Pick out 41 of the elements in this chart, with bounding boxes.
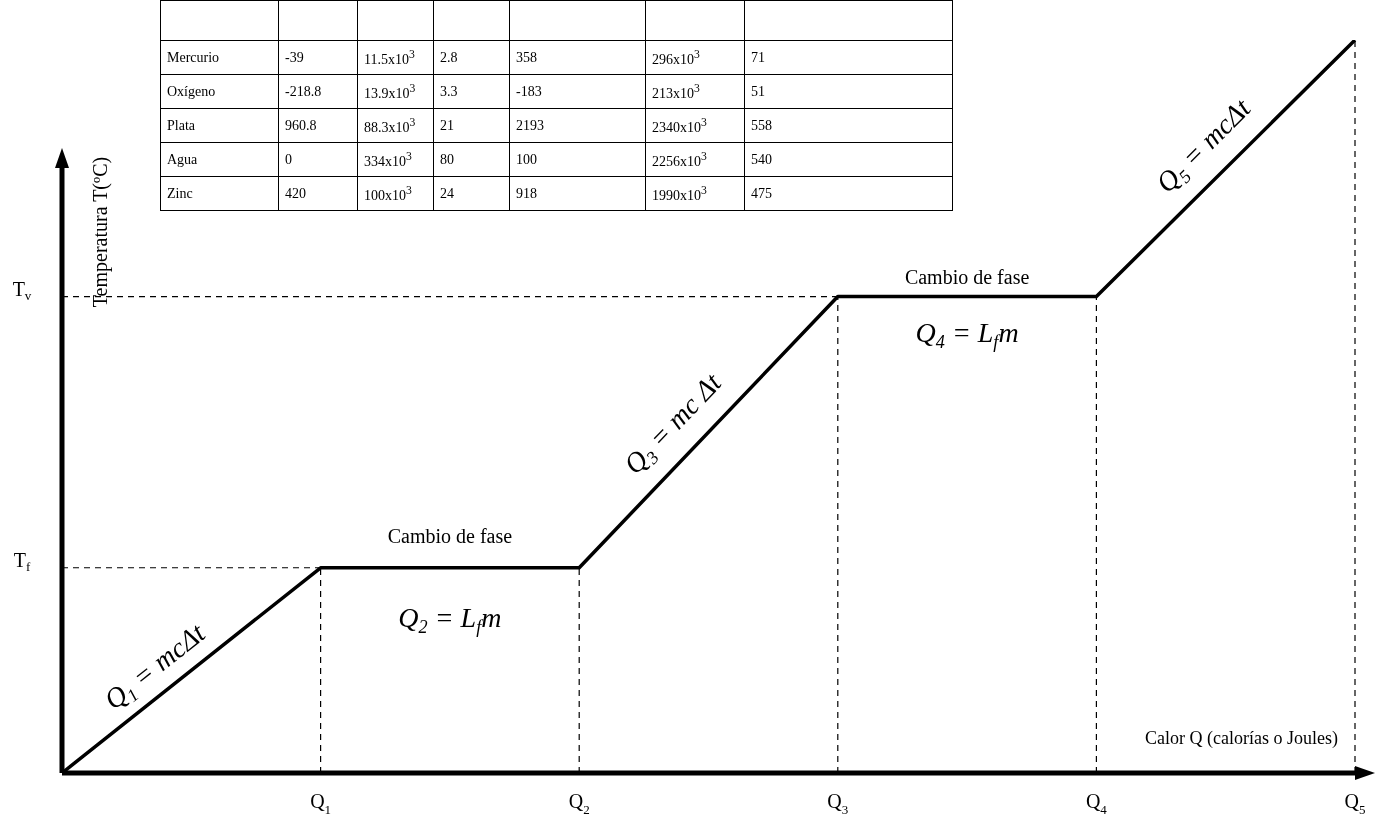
annotation: 80 — [433, 142, 510, 177]
annotation: -183 — [509, 74, 646, 109]
annotation: 420 — [278, 176, 358, 211]
annotation: 21 — [433, 108, 510, 143]
x-axis-title: Calor Q (calorías o Joules) — [1145, 728, 1338, 749]
annotation: 334x10$^{3}$ — [357, 142, 434, 177]
annotation: 3.3 — [433, 74, 510, 109]
annotation: 51 — [744, 74, 953, 109]
annotation: 13.9x10$^{3}$ — [357, 74, 434, 109]
annotation: 918 — [509, 176, 646, 211]
annotation: 71 — [744, 40, 953, 75]
annotation: 0 — [278, 142, 358, 177]
annotation: Oxígeno — [160, 74, 279, 109]
annotation: Q1 = mcΔt — [98, 616, 212, 716]
annotation: 558 — [744, 108, 953, 143]
annotation: 2340x10$^{3}$ — [645, 108, 745, 143]
annotation: Mercurio — [160, 40, 279, 75]
annotation: 296x10$^{3}$ — [645, 40, 745, 75]
annotation: -39 — [278, 40, 358, 75]
annotation: 2.8 — [433, 40, 510, 75]
annotation: Plata — [160, 108, 279, 143]
annotation: Q3 = mc Δt — [617, 366, 728, 480]
annotation: 213x10$^{3}$ — [645, 74, 745, 109]
annotation: 88.3x10$^{3}$ — [357, 108, 434, 143]
annotation: Zinc — [160, 176, 279, 211]
annotation: 2256x10$^{3}$ — [645, 142, 745, 177]
annotation: 475 — [744, 176, 953, 211]
annotation: 2193 — [509, 108, 646, 143]
annotation: 1990x10$^{3}$ — [645, 176, 745, 211]
annotation: -218.8 — [278, 74, 358, 109]
annotation: Cambio de fase — [904, 265, 1030, 288]
annotation: 100 — [509, 142, 646, 177]
annotation: Cambio de fase — [387, 525, 513, 548]
annotation: 24 — [433, 176, 510, 211]
y-axis-title: Temperatura T(ºC) — [88, 156, 112, 308]
annotation: Agua — [160, 142, 279, 177]
annotation: 11.5x10$^{3}$ — [357, 40, 434, 75]
annotation: 540 — [744, 142, 953, 177]
annotation: 100x10$^{3}$ — [357, 176, 434, 211]
annotation: 960.8 — [278, 108, 358, 143]
annotation: 358 — [509, 40, 646, 75]
